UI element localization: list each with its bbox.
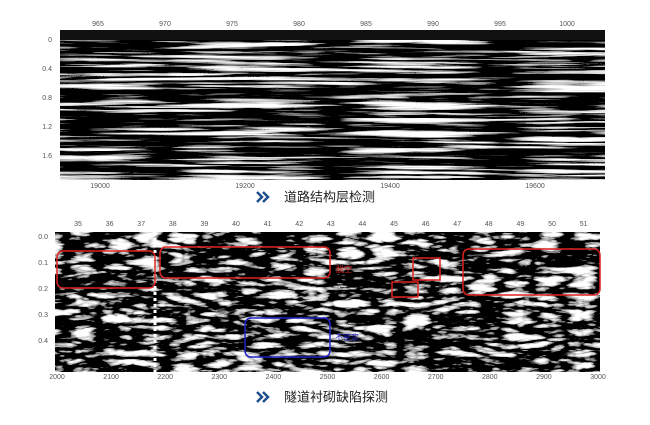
top-tick-label: 970 [159,21,171,28]
left-tick-label: 0 [48,37,52,44]
left-tick-label: 0.1 [38,260,48,267]
void-box [56,250,156,289]
top-tick-label: 46 [422,221,430,228]
loose-box [244,317,331,358]
top-tick-label: 40 [232,221,240,228]
bottom-tick-label: 19000 [90,183,110,190]
caption: 隧道衬砌缺陷探测 [284,389,388,404]
top-tick-label: 47 [453,221,461,228]
top-tick-label: 990 [427,21,439,28]
top-tick-label: 41 [264,221,272,228]
left-tick-label: 0.4 [42,66,52,73]
left-tick-label: 0.8 [42,95,52,102]
chevron [256,191,270,203]
void-box [462,248,601,296]
top-tick-label: 975 [226,21,238,28]
top-tick-label: 37 [137,221,145,228]
radargram-texture [55,232,600,372]
annotation: 脱空 [336,264,352,274]
top-tick-label: 48 [485,221,493,228]
top-tick-label: 39 [201,221,209,228]
bottom-tick-label: 19200 [235,183,255,190]
tunnel-panel: 脱空 不密实 隧道衬砌缺陷探测 [55,232,601,404]
top-tick-label: 965 [92,21,104,28]
left-tick-label: 0.4 [38,338,48,345]
top-tick-label: 43 [327,221,335,228]
top-tick-label: 44 [359,221,367,228]
left-tick-label: 0.2 [38,286,48,293]
top-tick-label: 51 [580,221,588,228]
top-tick-label: 1000 [559,21,575,28]
top-tick-label: 35 [74,221,82,228]
surface-band [60,30,605,40]
left-tick-label: 0.3 [38,312,48,319]
bottom-tick-label: 2800 [482,374,498,381]
bottom-tick-label: 2000 [49,374,65,381]
bottom-tick-label: 2600 [374,374,390,381]
left-tick-label: 0.0 [38,234,48,241]
bottom-tick-label: 3000 [590,374,606,381]
top-tick-label: 38 [169,221,177,228]
bottom-tick-label: 2500 [320,374,336,381]
bottom-tick-label: 2200 [157,374,173,381]
road-panel: 道路结构层检测 [60,30,605,204]
top-tick-label: 995 [494,21,506,28]
void-box [159,246,331,279]
bottom-tick-label: 2700 [428,374,444,381]
annotation: 不密实 [335,332,359,342]
caption: 道路结构层检测 [284,189,375,204]
left-tick-label: 1.6 [42,153,52,160]
bottom-tick-label: 2400 [266,374,282,381]
left-tick-label: 1.2 [42,124,52,131]
top-tick-label: 985 [360,21,372,28]
top-tick-label: 49 [517,221,525,228]
top-tick-label: 42 [295,221,303,228]
radargram-texture [60,30,605,180]
top-tick-label: 980 [293,21,305,28]
top-tick-label: 36 [106,221,114,228]
bottom-tick-label: 19400 [380,183,400,190]
bottom-tick-label: 2900 [536,374,552,381]
bottom-tick-label: 2300 [212,374,228,381]
top-tick-label: 50 [548,221,556,228]
bottom-tick-label: 2100 [103,374,119,381]
chevron [256,391,270,403]
void-box [412,257,441,281]
void-box [391,281,419,298]
top-tick-label: 45 [390,221,398,228]
bottom-tick-label: 19600 [525,183,545,190]
